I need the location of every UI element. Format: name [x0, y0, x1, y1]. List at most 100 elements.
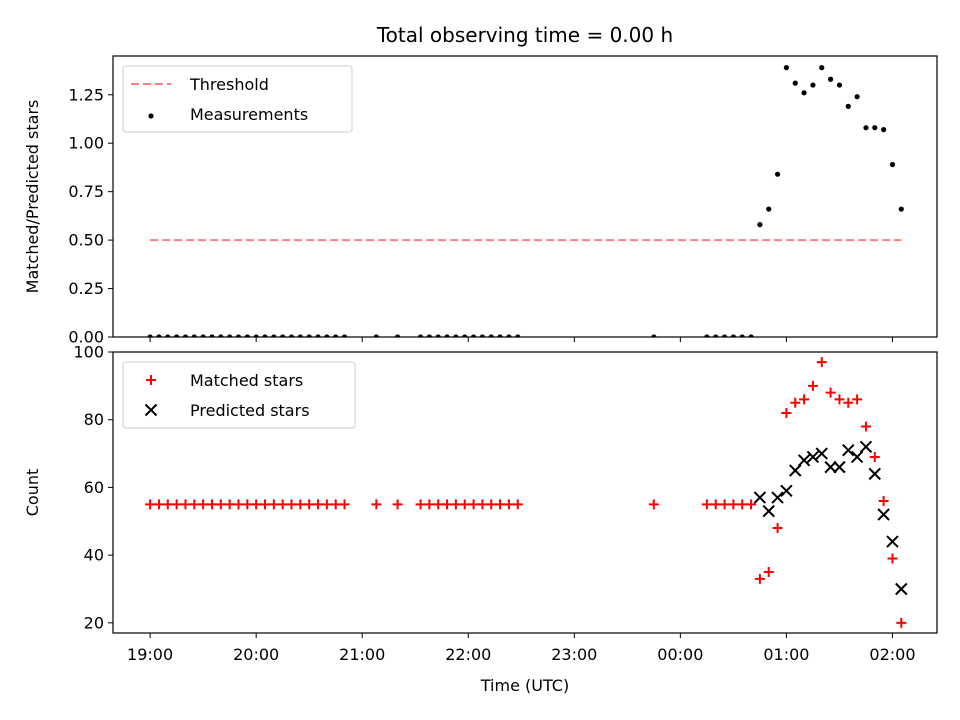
xtick-label: 02:00 [869, 645, 915, 664]
measurement-point [704, 334, 710, 337]
measurement-point [827, 76, 834, 82]
measurement-point [227, 334, 233, 337]
xtick-label: 20:00 [233, 645, 279, 664]
measurement-point [819, 65, 825, 71]
measurement-point [435, 334, 441, 337]
matched-star-point [339, 499, 350, 510]
measurement-point [288, 334, 295, 337]
measurement-point [515, 334, 521, 337]
predicted-star-point [895, 582, 908, 596]
matched-star-point [251, 499, 262, 510]
measurement-point [253, 334, 259, 337]
bottom-axes-frame [112, 351, 938, 634]
measurement-point [333, 334, 339, 337]
predicted-star-point [842, 443, 855, 457]
chart-title: Total observing time = 0.00 h [376, 23, 673, 47]
measurement-point [479, 334, 486, 337]
matched-star-point [224, 499, 235, 510]
xtick-label: 00:00 [657, 645, 703, 664]
top-ytick-label: 0.00 [68, 328, 104, 347]
matched-star-point [834, 394, 845, 405]
matched-star-point [424, 499, 435, 510]
predicted-star-point [824, 460, 837, 474]
matched-star-point [206, 499, 217, 510]
predicted-star-point [850, 450, 864, 464]
matched-star-point [807, 380, 818, 391]
matched-star-point [415, 499, 426, 510]
measurement-point [444, 334, 450, 337]
measurement-point [470, 334, 477, 337]
matched-star-point [277, 499, 288, 510]
matched-star-point [816, 357, 827, 368]
measurement-point [244, 334, 250, 337]
measurement-point [801, 90, 807, 96]
predicted-star-point [780, 484, 793, 498]
measurement-point [156, 334, 162, 337]
measurement-point [730, 334, 736, 337]
legend-box [122, 361, 356, 429]
matched-star-point [843, 397, 854, 408]
matched-star-point [304, 499, 315, 510]
matched-star-point [737, 499, 748, 510]
matched-star-point [330, 499, 341, 510]
bottom-legend: Matched stars Predicted stars [122, 361, 356, 429]
bottom-data [145, 357, 908, 628]
xtick-label: 23:00 [551, 645, 597, 664]
legend-label: Predicted stars [190, 401, 310, 420]
measurement-point [306, 334, 312, 337]
measurement-point [766, 206, 772, 212]
measurement-point [165, 334, 171, 337]
top-legend: Threshold Measurements [122, 65, 353, 133]
measurement-point [881, 127, 887, 133]
matched-star-point [295, 499, 306, 510]
matched-star-point [754, 573, 765, 584]
measurement-point [174, 334, 180, 337]
legend-matched-swatch [146, 375, 156, 385]
predicted-star-point [815, 447, 828, 460]
matched-star-point [153, 499, 164, 510]
legend-box [122, 65, 353, 133]
top-panel: 0.00 0.25 0.50 0.75 1.00 1.25 Matched/Predicte… [23, 55, 938, 347]
measurement-point [845, 103, 851, 109]
top-ytick-label: 0.75 [68, 182, 104, 201]
xlabel: Time (UTC) [480, 676, 569, 695]
matched-star-point [495, 499, 506, 510]
measurement-point [271, 334, 277, 337]
measurement-point [341, 334, 348, 337]
predicted-star-point [753, 491, 767, 504]
bottom-panel: 20 40 60 80 100 19:00 20:00 21:00 22:00 23:00 00:0… [23, 343, 938, 695]
matched-star-point [450, 499, 461, 510]
matched-star-point [145, 499, 156, 510]
predicted-star-point [877, 508, 890, 521]
bottom-ytick-label: 20 [84, 613, 104, 632]
predicted-star-point [806, 450, 820, 464]
matched-star-point [790, 397, 801, 408]
measurement-point [324, 334, 330, 337]
predicted-star-point [797, 454, 811, 467]
matched-star-point [180, 499, 191, 510]
measurement-point [426, 334, 432, 337]
predicted-star-point [886, 535, 899, 548]
matched-star-point [799, 394, 810, 405]
measurement-point [757, 222, 763, 228]
predicted-star-point [762, 504, 775, 518]
measurement-point [810, 82, 816, 88]
measurement-point [182, 334, 189, 337]
matched-star-point [242, 499, 253, 510]
matched-star-point [763, 567, 774, 578]
matched-star-point [215, 499, 226, 510]
bottom-ytick-label: 40 [84, 546, 104, 565]
matched-star-point [648, 499, 659, 510]
measurement-point [836, 82, 843, 88]
top-ytick-label: 1.25 [68, 85, 104, 104]
measurement-point [262, 334, 268, 337]
bottom-ytick-label: 80 [84, 410, 104, 429]
bottom-ytick-label: 60 [84, 478, 104, 497]
matched-star-point [728, 499, 739, 510]
matched-star-point [171, 499, 182, 510]
matched-star-point [392, 499, 403, 510]
measurement-point [209, 334, 215, 337]
xtick-label: 01:00 [763, 645, 809, 664]
matched-star-point [198, 499, 209, 510]
predicted-star-point [771, 491, 784, 504]
